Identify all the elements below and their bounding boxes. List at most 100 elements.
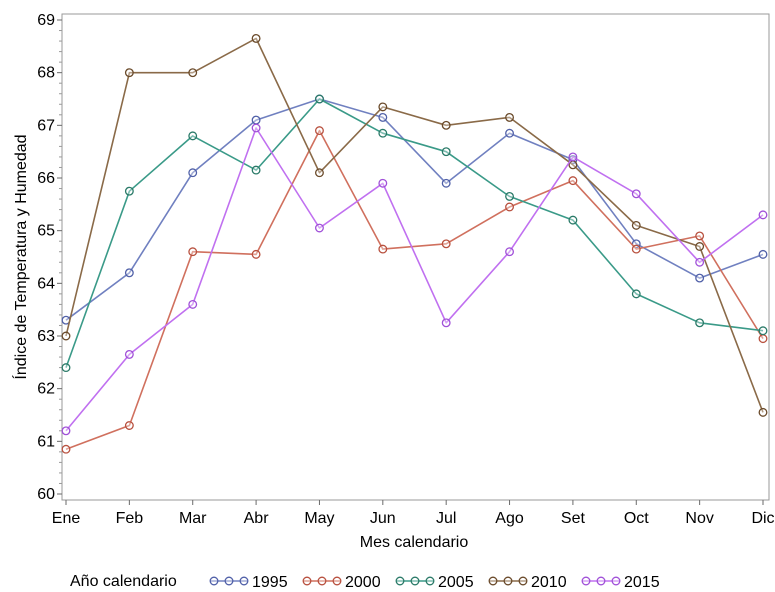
legend-swatch-marker: [488, 576, 498, 586]
x-tick-label: Nov: [685, 510, 713, 527]
y-tick-label: 67: [37, 117, 55, 134]
data-point: [441, 239, 451, 249]
legend-swatch-marker: [518, 576, 528, 586]
data-point: [188, 168, 198, 178]
data-point: [695, 257, 705, 267]
data-point: [124, 268, 134, 278]
data-point: [188, 131, 198, 141]
y-tick-label: 63: [37, 328, 55, 345]
data-point: [61, 444, 71, 454]
data-point: [505, 191, 514, 201]
series-line-2000: [65, 129, 764, 450]
data-point: [251, 123, 261, 133]
y-tick-label: 68: [37, 65, 55, 82]
series-2000: [61, 126, 768, 454]
x-tick-label: Jul: [436, 510, 456, 527]
y-axis: 60 61 62 63 64 65 66 67 68 69: [37, 12, 62, 503]
data-point: [61, 426, 71, 436]
x-tick-label: Mar: [179, 510, 207, 527]
legend-item-2000: 2000: [302, 574, 381, 591]
x-tick-label: Abr: [244, 510, 270, 527]
legend: Año calendario 1995 2000 2005 2010 2015: [70, 573, 660, 591]
series-2005: [61, 94, 768, 373]
legend-swatch-marker: [224, 576, 234, 586]
series-line-2010: [65, 37, 764, 413]
data-point: [505, 247, 514, 257]
legend-swatch-marker: [209, 576, 219, 586]
series-layer: [61, 33, 768, 454]
x-tick-label: Dic: [751, 510, 774, 527]
legend-item-2010: 2010: [488, 574, 567, 591]
data-point: [695, 231, 705, 241]
y-tick-label: 66: [37, 170, 55, 187]
data-point: [695, 318, 705, 328]
legend-label: 2000: [345, 574, 381, 591]
y-axis-title: Índice de Temperatura y Humedad: [11, 134, 30, 379]
series-line-2015: [65, 127, 764, 432]
x-tick-label: Feb: [116, 510, 144, 527]
y-tick-label: 61: [37, 433, 55, 450]
data-point: [251, 165, 261, 175]
data-point: [124, 68, 134, 78]
data-point: [315, 168, 324, 178]
data-point: [378, 178, 388, 188]
data-point: [631, 244, 641, 254]
data-point: [505, 112, 514, 122]
legend-swatch-marker: [581, 576, 591, 586]
data-point: [695, 242, 705, 251]
data-point: [251, 33, 261, 43]
y-tick-label: 65: [37, 223, 55, 240]
data-point: [695, 273, 705, 283]
legend-swatch-marker: [395, 576, 405, 586]
data-point: [568, 176, 578, 186]
data-point: [505, 128, 514, 138]
legend-label: 2015: [624, 574, 660, 591]
data-point: [505, 202, 514, 212]
x-tick-label: Ago: [495, 510, 524, 527]
data-point: [61, 331, 71, 341]
data-point: [124, 421, 134, 430]
data-point: [315, 126, 324, 136]
data-point: [441, 147, 451, 157]
x-tick-label: Set: [561, 510, 586, 527]
data-point: [631, 289, 641, 299]
series-2010: [61, 33, 768, 417]
data-point: [251, 115, 261, 125]
data-point: [124, 186, 134, 196]
legend-swatch-marker: [596, 576, 606, 586]
legend-label: 1995: [252, 574, 288, 591]
x-tick-label: May: [304, 510, 334, 527]
data-point: [631, 189, 641, 199]
data-point: [758, 249, 768, 259]
data-point: [378, 102, 388, 112]
legend-swatch-marker: [410, 576, 420, 586]
legend-swatch-marker: [302, 576, 312, 586]
legend-item-1995: 1995: [209, 574, 288, 591]
legend-item-2015: 2015: [581, 574, 660, 591]
data-point: [61, 363, 71, 373]
legend-title: Año calendario: [70, 573, 177, 590]
data-point: [631, 220, 641, 230]
data-point: [758, 407, 768, 417]
x-tick-label: Ene: [52, 510, 81, 527]
data-point: [441, 178, 451, 188]
x-axis: Ene Feb Mar Abr May Jun Jul Ago Set Oct Nov Dic: [52, 500, 775, 527]
legend-swatch-marker: [239, 576, 249, 586]
data-point: [758, 326, 768, 336]
y-tick-label: 62: [37, 381, 55, 398]
data-point: [188, 247, 198, 257]
series-line-2005: [65, 98, 764, 368]
y-tick-label: 69: [37, 12, 55, 29]
y-tick-label: 60: [37, 486, 55, 503]
legend-swatch-marker: [332, 576, 342, 586]
data-point: [378, 128, 388, 138]
data-point: [568, 215, 578, 225]
data-point: [315, 223, 324, 233]
x-axis-title: Mes calendario: [360, 534, 469, 551]
legend-swatch-marker: [611, 576, 621, 586]
legend-swatch-marker: [317, 576, 327, 586]
legend-swatch-marker: [425, 576, 435, 586]
series-line-1995: [65, 98, 764, 321]
data-point: [124, 349, 134, 359]
